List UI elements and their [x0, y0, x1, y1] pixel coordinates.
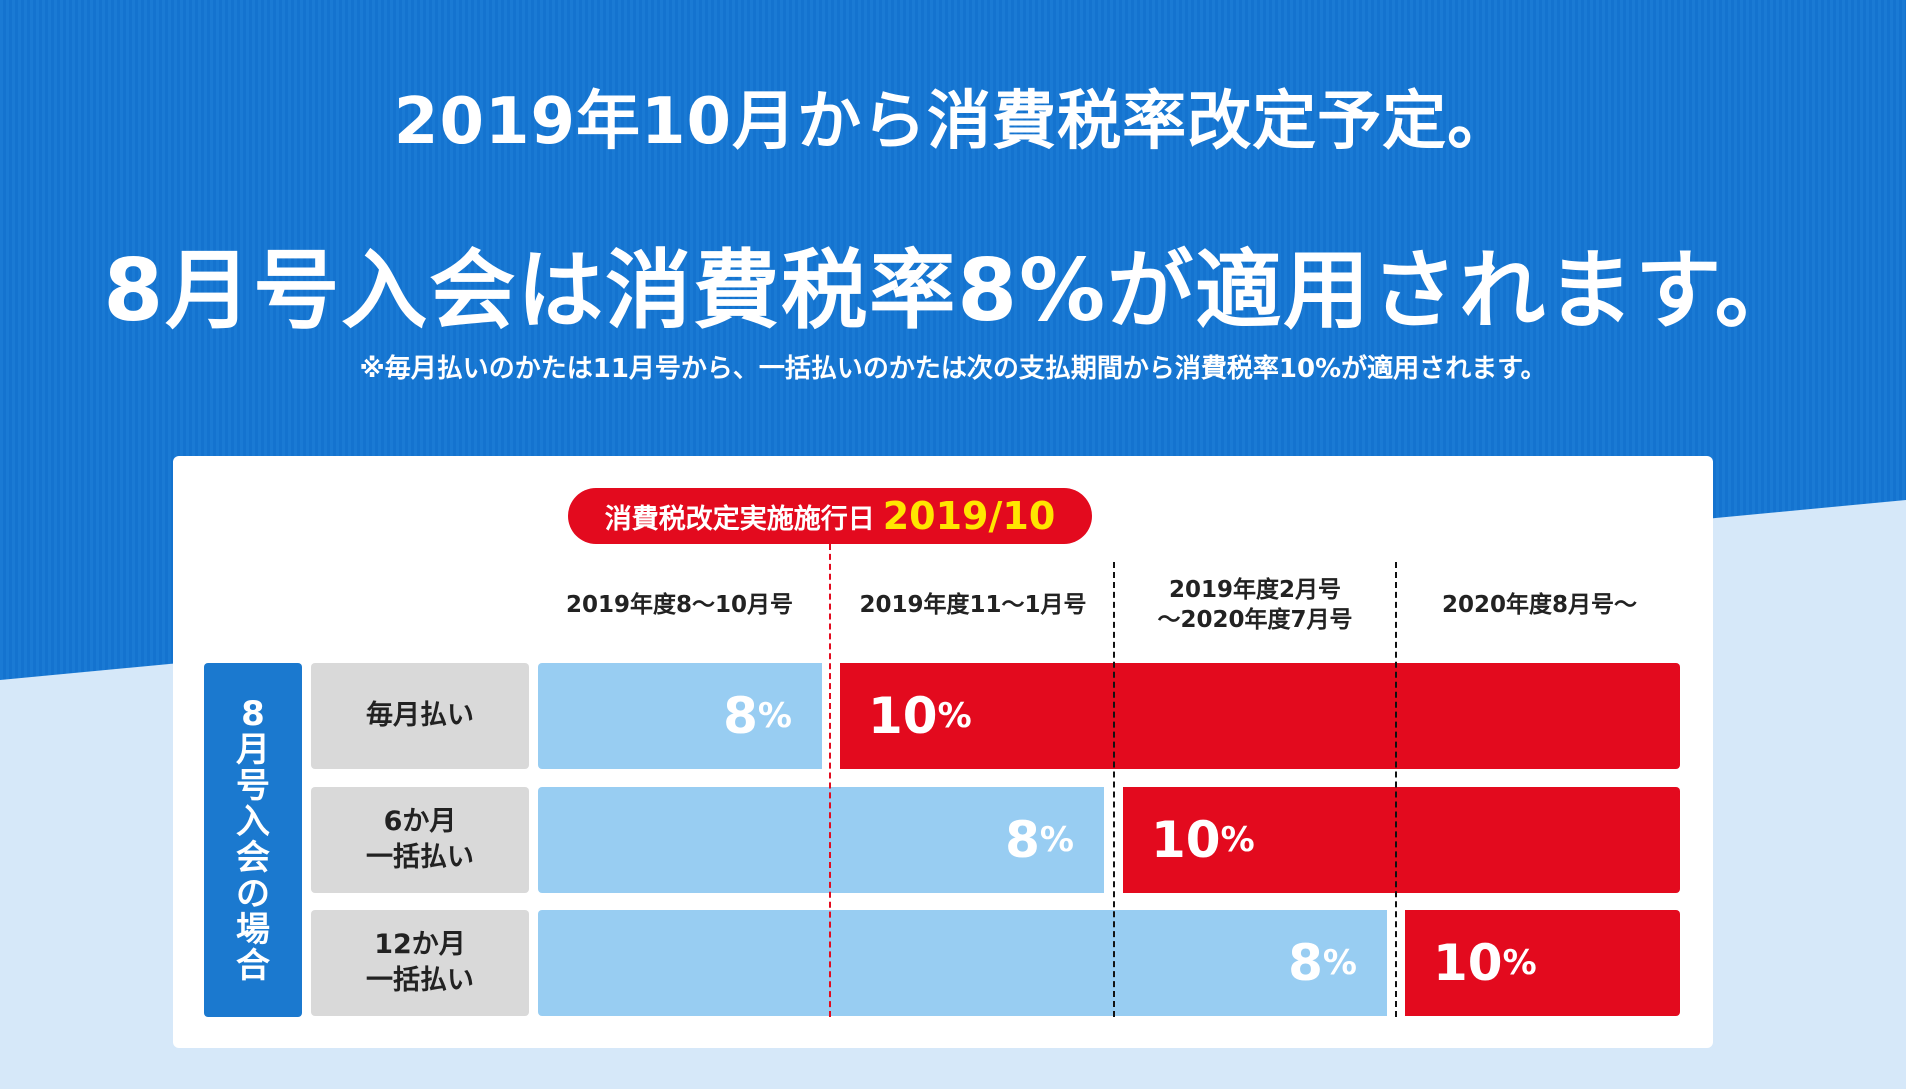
side-label-char: 入 — [236, 802, 270, 842]
rate-value: 10 — [1433, 934, 1503, 992]
period-divider-line — [1395, 562, 1397, 1017]
rate-unit: % — [1322, 943, 1357, 983]
column-header-aug-oct: 2019年度8～10月号 — [537, 570, 822, 640]
rate-unit: % — [1220, 820, 1255, 860]
rate-value: 10 — [1151, 811, 1221, 869]
column-header-feb-jul: 2019年度2月号 ～2020年度7月号 — [1115, 570, 1395, 640]
tax-revision-date: 2019/10 — [882, 494, 1056, 538]
tax-revision-label: 消費税改定実施施行日 — [604, 503, 875, 535]
side-label-char: 8 — [241, 694, 265, 734]
rate-bar-10-percent: 10% — [840, 663, 1680, 769]
side-label-char: 合 — [236, 946, 270, 986]
side-label-char: 場 — [236, 910, 270, 950]
row-label-12-month: 12か月 一括払い — [311, 910, 529, 1016]
rate-unit: % — [1039, 820, 1074, 860]
row-label-line: 一括払い — [366, 965, 474, 996]
rate-bar-8-percent: 8% — [538, 787, 1104, 893]
rate-value: 8 — [1288, 934, 1323, 992]
row-label-line: 6か月 — [383, 806, 457, 837]
column-header-line: 2019年度2月号 — [1168, 577, 1342, 603]
tax-change-divider-line — [829, 544, 831, 1017]
headline-schedule: 2019年10月から消費税率改定予定。 — [393, 85, 1513, 159]
side-label-august-join: 8 月 号 入 会 の 場 合 — [204, 663, 302, 1017]
rate-value: 10 — [868, 687, 938, 745]
rate-unit: % — [757, 696, 792, 736]
column-header-aug-2020: 2020年度8月号～ — [1397, 570, 1682, 640]
rate-bar-10-percent: 10% — [1123, 787, 1680, 893]
side-label-char: 月 — [236, 730, 270, 770]
column-header-line: 2020年度8月号～ — [1441, 592, 1638, 618]
rate-value: 8 — [723, 687, 758, 745]
column-header-line: 2019年度11～1月号 — [859, 592, 1087, 618]
row-label-line: 12か月 — [374, 929, 466, 960]
rate-bar-10-percent: 10% — [1405, 910, 1680, 1016]
rate-value: 8 — [1005, 811, 1040, 869]
column-header-nov-jan: 2019年度11～1月号 — [833, 570, 1113, 640]
column-header-line: ～2020年度7月号 — [1157, 607, 1353, 633]
period-divider-line — [1113, 562, 1115, 1017]
side-label-char: 号 — [236, 766, 270, 806]
row-label-monthly: 毎月払い — [311, 663, 529, 769]
headline-main: 8月号入会は消費税率8%が適用されます。 — [103, 241, 1803, 341]
row-label-6-month: 6か月 一括払い — [311, 787, 529, 893]
tax-revision-date-badge: 消費税改定実施施行日 2019/10 — [568, 488, 1092, 544]
row-label-line: 毎月払い — [366, 700, 474, 731]
rate-unit: % — [937, 696, 972, 736]
side-label-char: 会 — [236, 838, 270, 878]
row-label-line: 一括払い — [366, 842, 474, 873]
footnote: ※毎月払いのかたは11月号から、一括払いのかたは次の支払期間から消費税率10%が… — [359, 354, 1547, 384]
column-header-line: 2019年度8～10月号 — [565, 592, 794, 618]
rate-unit: % — [1502, 943, 1537, 983]
rate-bar-8-percent: 8% — [538, 910, 1387, 1016]
side-label-char: の — [236, 874, 270, 914]
rate-bar-8-percent: 8% — [538, 663, 822, 769]
